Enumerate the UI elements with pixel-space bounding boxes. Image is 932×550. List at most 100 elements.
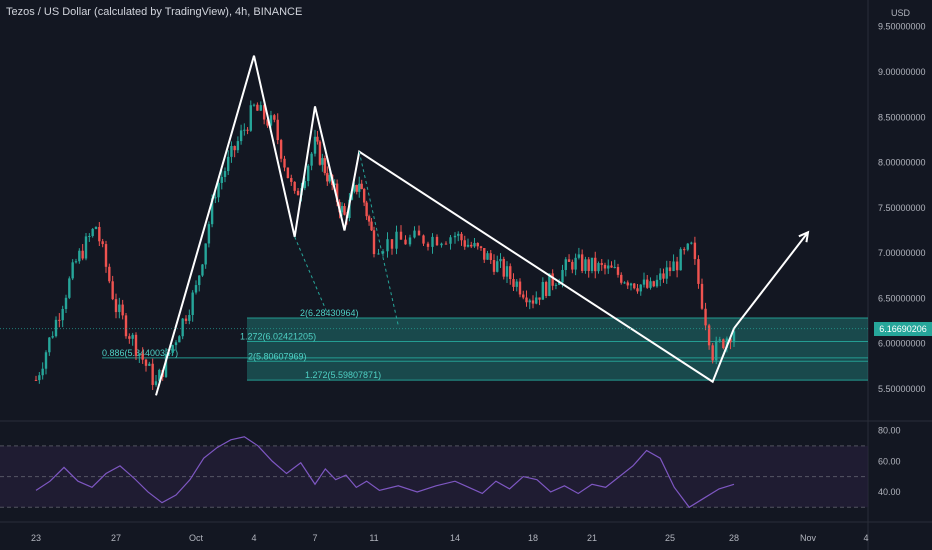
candle-body [259, 105, 262, 111]
candle-body [343, 206, 346, 215]
candle-body [554, 284, 558, 286]
price-axis-label: 8.50000000 [878, 112, 926, 122]
candle-body [370, 221, 373, 231]
candle-body [558, 282, 561, 285]
candle-body [729, 338, 732, 343]
candle-body [38, 375, 41, 381]
candle-body [528, 300, 531, 303]
candle-body [483, 248, 486, 260]
candle-body [214, 197, 217, 199]
candle-body [502, 258, 505, 277]
candle-body [293, 181, 296, 191]
rsi-axis-label: 80.00 [878, 426, 901, 436]
candle-body [544, 282, 548, 296]
candle-body [707, 325, 711, 346]
candle-body [98, 226, 101, 242]
time-axis-label: 21 [587, 533, 597, 543]
candle-body [574, 257, 577, 270]
price-axis-label: 6.00000000 [878, 339, 926, 349]
candle-body [335, 183, 339, 203]
candle-body [600, 263, 603, 265]
price-axis-label: 9.00000000 [878, 67, 926, 77]
candle-body [124, 315, 128, 337]
candle-body [590, 257, 594, 271]
candle-body [408, 237, 412, 245]
projection-arrow-line [733, 231, 809, 329]
candle-body [587, 259, 590, 271]
candle-body [365, 202, 368, 217]
candle-body [525, 297, 528, 303]
candle-body [457, 233, 460, 236]
candle-body [690, 242, 693, 244]
candle-body [223, 171, 227, 177]
candle-body [577, 254, 581, 258]
candle-body [88, 235, 91, 237]
candle-body [668, 267, 672, 272]
candle-body [659, 273, 662, 280]
projection-arrowhead [798, 230, 810, 243]
candle-body [64, 297, 68, 310]
candle-body [54, 319, 58, 337]
candle-body [531, 300, 535, 304]
candle-body [561, 269, 564, 283]
candle-body [679, 249, 682, 271]
candle-body [121, 304, 124, 316]
candle-body [131, 334, 134, 339]
candle-body [610, 265, 613, 268]
candle-body [71, 262, 74, 279]
candle-body [283, 158, 286, 168]
candle-body [290, 178, 293, 182]
candle-body [440, 243, 443, 246]
candle-body [567, 259, 571, 262]
candle-body [91, 228, 94, 236]
candle-body [629, 283, 633, 286]
candle-body [360, 183, 363, 189]
candle-body [266, 119, 269, 126]
candle-body [675, 261, 679, 271]
time-axis-label: Oct [189, 533, 204, 543]
candle-body [68, 278, 71, 298]
candle-body [613, 267, 616, 269]
candle-body [535, 297, 538, 304]
candle-body [316, 136, 319, 142]
candle-body [41, 368, 44, 376]
candle-body [518, 281, 522, 295]
candle-body [460, 233, 463, 241]
chart-title: Tezos / US Dollar (calculated by Trading… [6, 6, 303, 18]
candle-body [61, 309, 64, 321]
candle-body [353, 185, 356, 192]
candle-body [58, 319, 61, 321]
candle-body [81, 250, 84, 259]
price-axis-label: 7.50000000 [878, 203, 926, 213]
candle-body [711, 345, 714, 361]
candle-body [372, 230, 376, 255]
price-axis-label: 9.50000000 [878, 22, 926, 32]
candle-body [470, 244, 473, 247]
candle-body [178, 336, 181, 343]
candle-body [262, 105, 266, 120]
time-axis-label: 7 [312, 533, 317, 543]
candle-body [84, 236, 88, 259]
last-price-tag: 6.16690206 [874, 321, 932, 336]
candle-body [227, 156, 230, 172]
candle-body [683, 249, 686, 251]
rsi-axis-label: 60.00 [878, 456, 901, 466]
candle-body [246, 129, 249, 131]
candle-body [128, 336, 131, 339]
candle-body [732, 331, 736, 343]
candle-body [496, 261, 499, 272]
candle-body [118, 304, 121, 313]
candle-body [435, 236, 439, 246]
candle-body [326, 173, 329, 182]
candle-body [473, 243, 476, 247]
candle-body [310, 153, 313, 166]
time-axis-label: 23 [31, 533, 41, 543]
candle-body [321, 158, 324, 165]
candle-body [626, 282, 629, 286]
time-axis-label: 4 [251, 533, 256, 543]
candle-body [204, 243, 207, 265]
candle-body [636, 288, 639, 292]
candle-body [665, 267, 668, 279]
candle-body [453, 235, 457, 238]
